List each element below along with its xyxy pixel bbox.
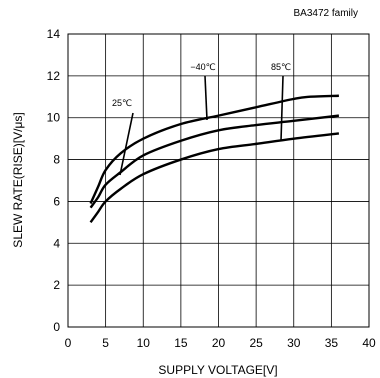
x-tick-label: 40 xyxy=(362,336,376,350)
x-tick-labels: 0 5 10 15 20 25 30 35 40 xyxy=(65,336,376,350)
x-tick-label: 5 xyxy=(102,336,109,350)
x-tick-label: 15 xyxy=(174,336,188,350)
x-tick-label: 25 xyxy=(249,336,263,350)
x-tick-label: 30 xyxy=(287,336,301,350)
annotation-25c: 25℃ xyxy=(112,98,132,108)
y-tick-label: 0 xyxy=(53,320,60,334)
series-lines xyxy=(89,94,340,224)
y-tick-label: 6 xyxy=(53,194,60,208)
annotation-minus40c-leader xyxy=(204,75,208,121)
series-line-25c xyxy=(89,114,340,209)
x-tick-label: 20 xyxy=(212,336,226,350)
annotation-85c-leader xyxy=(280,75,284,142)
chart-title: BA3472 family xyxy=(294,8,358,19)
y-tick-label: 12 xyxy=(47,69,61,83)
y-tick-label: 2 xyxy=(53,278,60,292)
annotation-minus40c: −40℃ xyxy=(190,62,215,72)
y-tick-label: 10 xyxy=(47,111,61,125)
x-tick-label: 0 xyxy=(65,336,72,350)
x-axis-label: SUPPLY VOLTAGE[V] xyxy=(158,363,277,377)
y-tick-labels: 0 2 4 6 8 10 12 14 xyxy=(47,27,61,334)
y-tick-label: 8 xyxy=(53,153,60,167)
y-tick-label: 14 xyxy=(47,27,61,41)
annotation-25c-leader xyxy=(119,112,134,176)
y-axis-label: SLEW RATE(RISE)[V/μs] xyxy=(11,112,25,247)
series-line-minus40c xyxy=(89,94,339,205)
x-tick-label: 10 xyxy=(137,336,151,350)
grid xyxy=(68,34,369,327)
annotation-85c: 85℃ xyxy=(271,62,291,72)
x-tick-label: 35 xyxy=(325,336,339,350)
plot-frame xyxy=(67,33,370,328)
series-line-85c xyxy=(89,132,340,224)
y-tick-label: 4 xyxy=(53,236,60,250)
annotations: 25℃ −40℃ 85℃ xyxy=(112,62,291,176)
